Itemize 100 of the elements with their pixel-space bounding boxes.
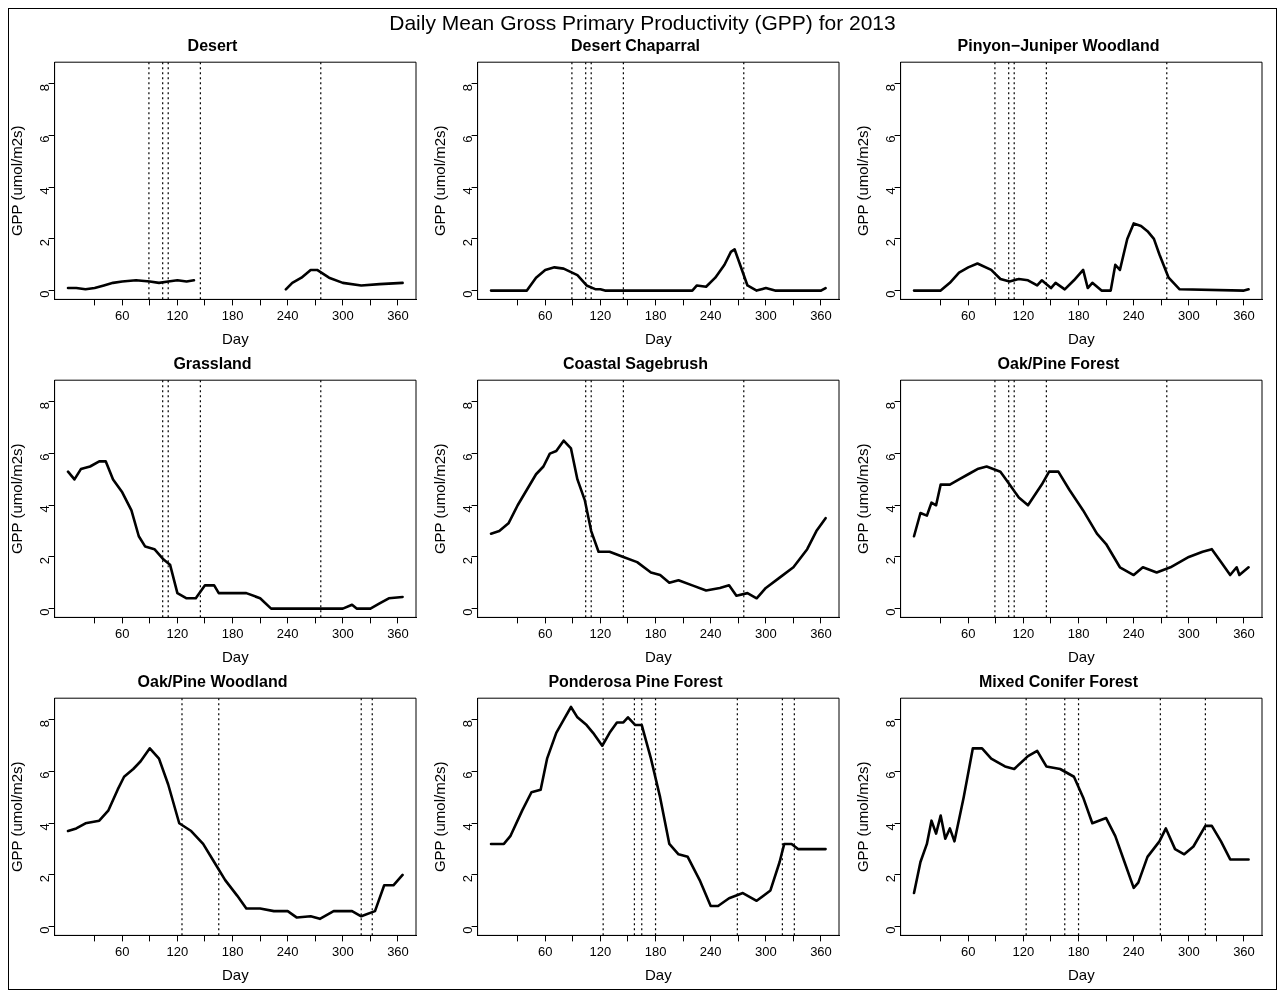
x-axis-title: Day <box>644 648 673 666</box>
y-tick-label: 6 <box>883 771 899 779</box>
x-tick-label: 360 <box>810 625 832 641</box>
y-tick-label: 6 <box>460 135 476 143</box>
x-tick-label: 120 <box>1012 625 1035 641</box>
y-axis-title: GPP (umol/m2s) <box>431 761 449 873</box>
y-tick-label: 0 <box>460 290 476 298</box>
x-tick-label: 360 <box>810 307 832 323</box>
y-tick-label: 8 <box>883 83 899 92</box>
y-tick-label: 6 <box>883 135 899 143</box>
x-axis-title: Day <box>644 330 673 348</box>
y-tick-label: 4 <box>460 187 476 195</box>
x-tick-label: 240 <box>1122 307 1145 323</box>
x-tick-label: 60 <box>961 943 976 959</box>
chart-title: Coastal Sagebrush <box>563 355 708 373</box>
x-tick-label: 180 <box>1067 625 1090 641</box>
x-tick-label: 300 <box>331 307 354 323</box>
y-axis-title: GPP (umol/m2s) <box>8 443 26 555</box>
y-tick-label: 2 <box>883 238 899 247</box>
chart-title: Grassland <box>173 355 252 373</box>
y-tick-label: 2 <box>460 874 476 883</box>
y-tick-label: 8 <box>37 83 53 92</box>
y-axis-title: GPP (umol/m2s) <box>854 761 872 873</box>
y-tick-label: 0 <box>37 608 53 616</box>
x-tick-label: 180 <box>1067 943 1090 959</box>
y-tick-label: 0 <box>37 290 53 298</box>
y-axis-title: GPP (umol/m2s) <box>854 125 872 237</box>
x-tick-label: 60 <box>538 625 553 641</box>
x-tick-label: 120 <box>1012 307 1035 323</box>
chart-title: Ponderosa Pine Forest <box>548 673 724 691</box>
x-tick-label: 240 <box>699 307 722 323</box>
y-tick-label: 0 <box>883 608 899 616</box>
chart-title: Desert Chaparral <box>571 37 700 55</box>
x-tick-label: 60 <box>961 307 976 323</box>
x-tick-label: 60 <box>961 625 976 641</box>
chart-title: Mixed Conifer Forest <box>978 673 1139 691</box>
x-tick-label: 360 <box>387 307 409 323</box>
x-tick-label: 300 <box>1177 943 1200 959</box>
x-tick-label: 360 <box>1233 943 1255 959</box>
y-tick-label: 4 <box>37 823 53 831</box>
chart-title: Desert <box>187 37 239 55</box>
y-tick-label: 4 <box>37 505 53 513</box>
y-axis-title: GPP (umol/m2s) <box>8 761 26 873</box>
y-tick-label: 6 <box>883 453 899 461</box>
x-tick-label: 120 <box>589 307 612 323</box>
chart-title: Pinyon−Juniper Woodland <box>957 37 1160 55</box>
y-tick-label: 6 <box>37 135 53 143</box>
x-tick-label: 240 <box>699 943 722 959</box>
x-tick-label: 120 <box>166 943 189 959</box>
chart-title: Oak/Pine Forest <box>997 355 1121 373</box>
y-axis-title: GPP (umol/m2s) <box>8 125 26 237</box>
y-tick-label: 2 <box>37 238 53 247</box>
x-tick-label: 120 <box>166 625 189 641</box>
x-tick-label: 180 <box>221 943 244 959</box>
x-tick-label: 240 <box>276 625 299 641</box>
x-axis-title: Day <box>221 648 250 666</box>
y-tick-label: 2 <box>883 874 899 883</box>
x-tick-label: 240 <box>699 625 722 641</box>
y-tick-label: 4 <box>37 187 53 195</box>
x-tick-label: 180 <box>221 625 244 641</box>
y-tick-label: 2 <box>883 556 899 565</box>
y-tick-label: 4 <box>460 505 476 513</box>
x-tick-label: 60 <box>115 943 130 959</box>
y-tick-label: 6 <box>460 453 476 461</box>
x-tick-label: 360 <box>1233 625 1255 641</box>
x-tick-label: 360 <box>387 625 409 641</box>
x-tick-label: 60 <box>115 625 130 641</box>
y-tick-label: 8 <box>460 719 476 728</box>
x-tick-label: 120 <box>589 943 612 959</box>
x-tick-label: 240 <box>276 943 299 959</box>
x-axis-title: Day <box>221 330 250 348</box>
x-tick-label: 60 <box>538 943 553 959</box>
x-axis-title: Day <box>1067 330 1096 348</box>
y-tick-label: 8 <box>37 401 53 410</box>
x-tick-label: 300 <box>754 625 777 641</box>
x-tick-label: 300 <box>1177 307 1200 323</box>
y-axis-title: GPP (umol/m2s) <box>431 125 449 237</box>
x-tick-label: 300 <box>1177 625 1200 641</box>
y-tick-label: 0 <box>883 926 899 934</box>
x-tick-label: 360 <box>810 943 832 959</box>
y-tick-label: 2 <box>460 238 476 247</box>
x-axis-title: Day <box>1067 966 1096 984</box>
x-axis-title: Day <box>221 966 250 984</box>
x-tick-label: 240 <box>1122 943 1145 959</box>
x-tick-label: 60 <box>115 307 130 323</box>
x-tick-label: 360 <box>1233 307 1255 323</box>
y-tick-label: 0 <box>460 926 476 934</box>
chart-title: Oak/Pine Woodland <box>137 673 288 691</box>
y-tick-label: 0 <box>460 608 476 616</box>
x-tick-label: 180 <box>644 307 667 323</box>
x-axis-title: Day <box>644 966 673 984</box>
y-tick-label: 4 <box>883 505 899 513</box>
x-tick-label: 360 <box>387 943 409 959</box>
x-tick-label: 180 <box>644 625 667 641</box>
x-axis-title: Day <box>1067 648 1096 666</box>
x-tick-label: 240 <box>1122 625 1145 641</box>
y-tick-label: 0 <box>883 290 899 298</box>
x-tick-label: 300 <box>754 307 777 323</box>
y-tick-label: 4 <box>883 187 899 195</box>
x-tick-label: 180 <box>644 943 667 959</box>
